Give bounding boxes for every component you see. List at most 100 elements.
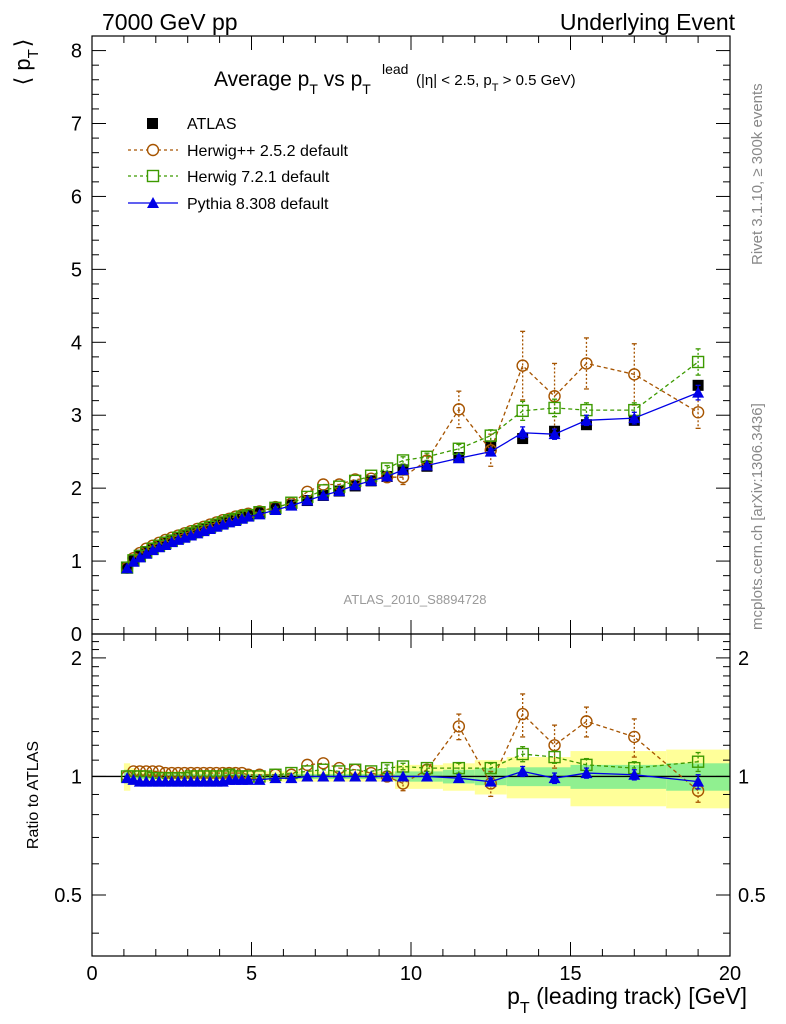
main-pythia-point (349, 479, 362, 491)
ratio-pythia-point (516, 765, 529, 777)
ratio-pythia-point (285, 772, 298, 784)
y-tick-label: 3 (71, 405, 82, 427)
main-pythia-point (269, 504, 282, 516)
ratio-pythia-point (317, 770, 330, 782)
legend-label-herwig7: Herwig 7.2.1 default (187, 169, 330, 186)
main-pythia-point (159, 539, 172, 551)
ratio-pythia-point (333, 770, 346, 782)
ratio-pythia-point (365, 770, 378, 782)
main-y-axis-label: ⟨ pT⟩ (10, 39, 42, 86)
ratio-pythia-point (580, 767, 593, 779)
legend-entry-herwigpp: Herwig++ 2.5.2 default (128, 143, 349, 160)
x-tick-label: 15 (559, 963, 581, 985)
ratio-pythia-point (452, 772, 465, 784)
main-pythia-point (242, 510, 255, 522)
ratio-y-axis-label: Ratio to ATLAS (25, 741, 42, 849)
main-pythia-point (121, 562, 134, 574)
main-series-herwigpp (120, 330, 705, 574)
main-pythia-point (301, 494, 314, 506)
ratio-pythia-point (269, 772, 282, 784)
y-tick-label: 0 (71, 624, 82, 646)
ratio-pythia-point (253, 773, 266, 785)
ratio-plot-frame (91, 633, 731, 957)
ratio-pythia-point (484, 775, 497, 787)
main-series-herwig7 (120, 348, 705, 574)
main-pythia-point (253, 508, 266, 520)
ratio-line-herwigpp (126, 712, 699, 792)
y-tick-label: 2 (71, 478, 82, 500)
main-pythia-point (692, 386, 705, 398)
legend-label-pythia: Pythia 8.308 default (187, 196, 329, 213)
legend-marker-herwig7 (146, 169, 160, 183)
ratio-herwig7-point (516, 747, 529, 761)
header-energy-label: 7000 GeV pp (102, 9, 238, 35)
main-series-atlas (121, 379, 704, 574)
main-herwig7-point (516, 404, 529, 418)
main-pythia-point (516, 426, 529, 438)
x-tick-label: 20 (719, 963, 741, 985)
legend-entry-atlas: ATLAS (147, 116, 237, 133)
ratio-pythia-point (692, 775, 705, 787)
ratio-pythia-point (548, 772, 561, 784)
main-pythia-point (397, 463, 410, 475)
ratio-y-tick-label: 1 (71, 766, 82, 788)
svg-text:lead: lead (382, 61, 408, 77)
x-tick-label: 0 (86, 963, 97, 985)
main-pythia-point (365, 474, 378, 486)
legend: ATLAS Herwig++ 2.5.2 default Herwig 7.2.… (128, 116, 349, 213)
legend-label-atlas: ATLAS (187, 116, 237, 133)
ratio-y-tick-label: 0.5 (54, 885, 82, 907)
plot-title: Average pT vs pT lead (|η| < 2.5, pT > 0… (214, 61, 576, 97)
main-pythia-point (628, 412, 641, 424)
ratio-series-pythia (121, 765, 705, 790)
main-pythia-point (285, 499, 298, 511)
rivet-version-label: Rivet 3.1.10, ≥ 300k events (749, 83, 766, 265)
legend-label-herwigpp: Herwig++ 2.5.2 default (187, 143, 349, 160)
svg-text:Average pT vs pT: Average pT vs pT (214, 68, 371, 97)
main-pythia-point (580, 414, 593, 426)
main-herwig7-point (484, 429, 497, 442)
ratio-pythia-point (397, 770, 410, 782)
main-series-pythia (121, 384, 705, 574)
main-herwig7-point (691, 355, 705, 369)
main-pythia-point (127, 555, 140, 567)
main-pythia-point (317, 489, 330, 501)
y-tick-label: 1 (71, 551, 82, 573)
legend-marker-herwigpp (146, 143, 160, 157)
y-tick-label: 5 (71, 259, 82, 281)
ratio-pythia-point (301, 770, 314, 782)
main-herwigpp-point (452, 403, 466, 416)
main-pythia-point (484, 445, 497, 457)
main-line-pythia (126, 392, 699, 569)
ratio-herwig7-point (548, 750, 561, 764)
main-pythia-point (146, 544, 159, 556)
y-tick-label: 6 (71, 186, 82, 208)
ratio-y-tick-label-right: 1 (738, 766, 749, 788)
main-pythia-point (452, 452, 465, 464)
legend-marker-atlas (147, 118, 158, 129)
ratio-herwigpp-point (452, 720, 466, 733)
ratio-herwigpp-point (301, 758, 314, 772)
main-pythia-point (548, 428, 561, 440)
main-herwig7-point (548, 401, 561, 415)
ratio-pythia-point (242, 773, 255, 785)
legend-entry-pythia: Pythia 8.308 default (128, 196, 329, 213)
ratio-pythia-point (628, 768, 641, 780)
main-herwigpp-point (691, 406, 705, 419)
ratio-herwigpp-point (317, 757, 330, 770)
ratio-herwigpp-point (516, 707, 529, 721)
x-axis-label: pT (leading track) [GeV] (507, 983, 747, 1017)
ratio-y-tick-label-right: 0.5 (738, 885, 766, 907)
svg-text:(|η| < 2.5, pT > 0.5 GeV): (|η| < 2.5, pT > 0.5 GeV) (416, 72, 576, 94)
x-tick-label: 5 (246, 963, 257, 985)
ratio-herwig7-point (691, 755, 705, 768)
header-process-label: Underlying Event (560, 9, 736, 35)
ratio-herwig7-point (484, 761, 497, 775)
main-pythia-point (133, 551, 146, 563)
ratio-pythia-point (381, 770, 394, 782)
main-herwigpp-point (516, 359, 529, 372)
legend-entry-herwig7: Herwig 7.2.1 default (128, 169, 330, 186)
ratio-y-tick-label: 2 (71, 648, 82, 670)
main-pythia-point (420, 459, 433, 471)
